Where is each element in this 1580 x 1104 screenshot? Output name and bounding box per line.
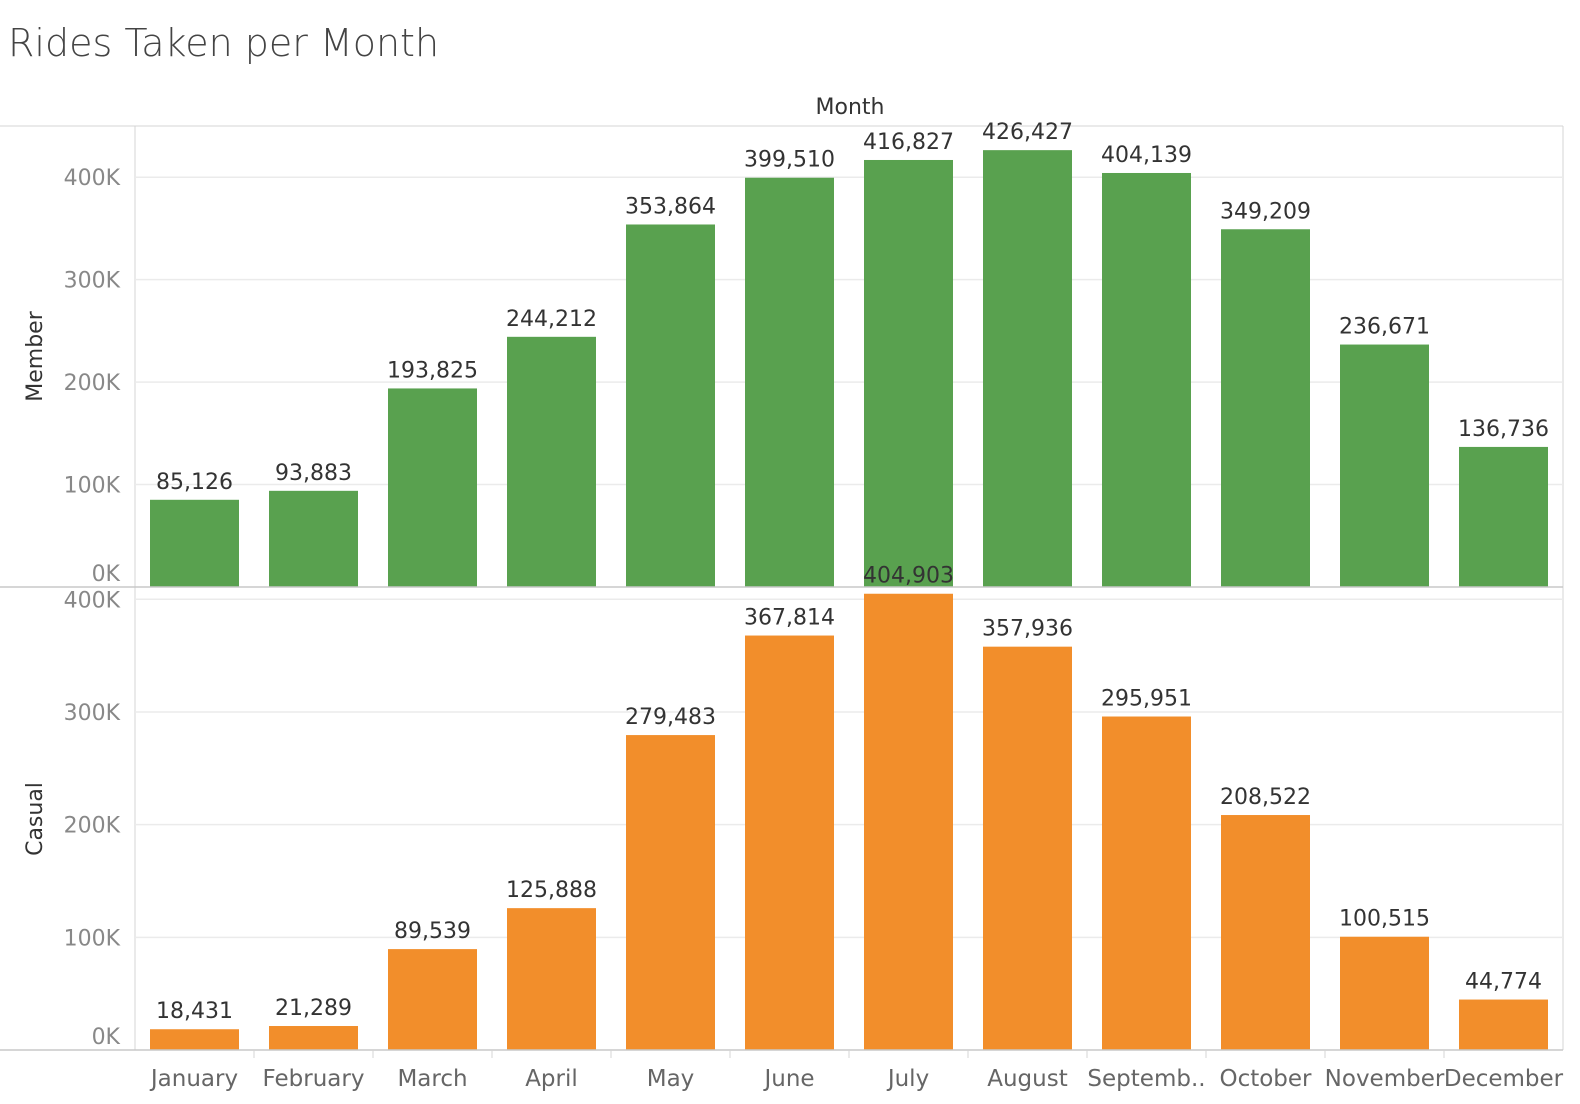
x-tick-label: May — [647, 1066, 695, 1092]
data-label: 18,431 — [156, 999, 233, 1024]
y-tick-label: 100K — [64, 926, 121, 951]
data-label: 399,510 — [744, 148, 835, 173]
bar-member — [745, 177, 834, 588]
y-tick-label: 0K — [92, 1025, 121, 1050]
x-tick-label: July — [886, 1066, 929, 1092]
x-tick-label: February — [263, 1066, 365, 1092]
data-label: 236,671 — [1339, 315, 1430, 340]
x-tick-label: Septemb.. — [1087, 1066, 1205, 1092]
data-label: 416,827 — [863, 130, 954, 155]
data-label: 353,864 — [625, 194, 716, 219]
bar-member — [269, 490, 358, 587]
bar-member — [1102, 172, 1191, 587]
data-label: 125,888 — [506, 878, 597, 903]
data-label: 100,515 — [1339, 907, 1430, 932]
bar-casual — [1340, 936, 1429, 1050]
bar-casual — [745, 635, 834, 1050]
y-tick-label: 200K — [64, 814, 121, 839]
data-label: 349,209 — [1220, 199, 1311, 224]
x-tick-label: October — [1219, 1066, 1312, 1092]
data-label: 89,539 — [394, 919, 471, 944]
data-label: 367,814 — [744, 606, 835, 631]
bar-casual — [864, 593, 953, 1050]
data-label: 404,139 — [1101, 143, 1192, 168]
y-tick-label: 200K — [64, 371, 121, 396]
y-tick-label: 100K — [64, 474, 121, 499]
bar-casual — [507, 908, 596, 1050]
data-label: 295,951 — [1101, 687, 1192, 712]
row-header-casual: Casual — [23, 782, 48, 856]
x-tick-label: March — [397, 1066, 467, 1092]
data-label: 357,936 — [982, 617, 1073, 642]
row-header-member: Member — [23, 310, 48, 401]
bar-casual — [983, 646, 1072, 1050]
bar-member — [1459, 446, 1548, 587]
bar-casual — [626, 735, 715, 1050]
bar-casual — [1102, 716, 1191, 1050]
data-label: 208,522 — [1220, 785, 1311, 810]
bar-casual — [1221, 815, 1310, 1050]
y-tick-label: 400K — [64, 166, 121, 191]
y-tick-label: 300K — [64, 701, 121, 726]
bar-casual — [269, 1026, 358, 1050]
x-tick-label: June — [762, 1066, 814, 1092]
bar-casual — [1459, 999, 1548, 1050]
bar-member — [1221, 229, 1310, 588]
column-header: Month — [816, 95, 885, 120]
bar-member — [1340, 344, 1429, 587]
plot-area: 0K 100K 200K 300K 400K Member 85,126 93,883 193,… — [0, 120, 1564, 1092]
x-tick-label: April — [525, 1066, 578, 1092]
bar-member — [388, 388, 477, 587]
y-tick-label: 300K — [64, 269, 121, 294]
x-tick-label: December — [1444, 1066, 1564, 1092]
data-label: 93,883 — [275, 461, 352, 486]
chart-title: Rides Taken per Month — [8, 21, 439, 65]
data-label: 193,825 — [387, 358, 478, 383]
bar-casual — [150, 1029, 239, 1050]
bar-member — [150, 499, 239, 587]
data-label: 404,903 — [863, 564, 954, 589]
bar-member — [507, 336, 596, 587]
x-tick-label: November — [1325, 1066, 1445, 1092]
data-label: 85,126 — [156, 470, 233, 495]
bar-member — [626, 224, 715, 587]
x-tick-label: January — [149, 1066, 238, 1092]
bar-member — [864, 159, 953, 588]
data-label: 21,289 — [275, 996, 352, 1021]
y-tick-label: 400K — [64, 588, 121, 613]
y-tick-label: 0K — [92, 562, 121, 587]
data-label: 136,736 — [1458, 417, 1549, 442]
x-tick-label: August — [987, 1066, 1068, 1092]
data-label: 426,427 — [982, 120, 1073, 145]
data-label: 279,483 — [625, 705, 716, 730]
data-label: 244,212 — [506, 307, 597, 332]
data-label: 44,774 — [1465, 970, 1542, 995]
bar-member — [983, 150, 1072, 587]
bar-casual — [388, 949, 477, 1050]
